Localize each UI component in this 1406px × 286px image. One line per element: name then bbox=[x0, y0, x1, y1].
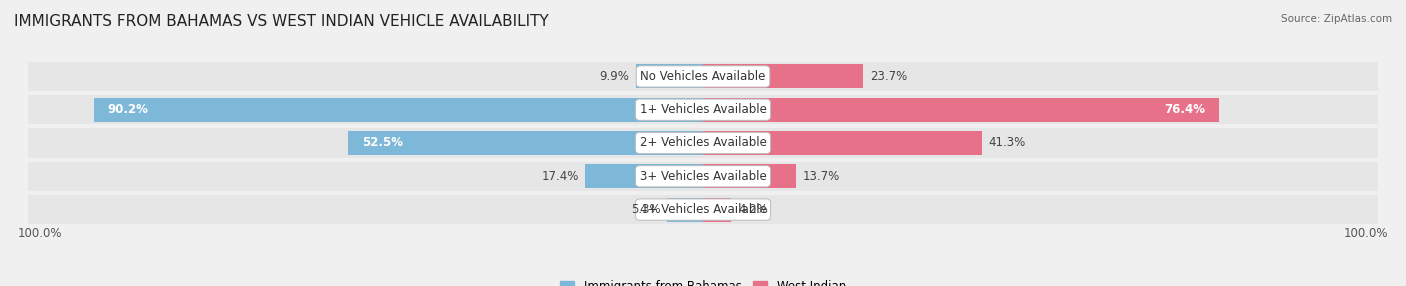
Text: 13.7%: 13.7% bbox=[803, 170, 839, 183]
Text: 1+ Vehicles Available: 1+ Vehicles Available bbox=[640, 103, 766, 116]
Bar bbox=[703, 195, 1378, 224]
Bar bbox=[349, 131, 703, 155]
Bar bbox=[703, 162, 1378, 191]
Text: 100.0%: 100.0% bbox=[1344, 227, 1389, 240]
Bar bbox=[28, 62, 703, 91]
Bar bbox=[703, 62, 1378, 91]
Text: 3+ Vehicles Available: 3+ Vehicles Available bbox=[640, 170, 766, 183]
Bar bbox=[668, 198, 703, 222]
Text: 4.2%: 4.2% bbox=[738, 203, 768, 216]
Text: 90.2%: 90.2% bbox=[107, 103, 148, 116]
Bar bbox=[703, 164, 796, 188]
Text: 2+ Vehicles Available: 2+ Vehicles Available bbox=[640, 136, 766, 150]
Text: 100.0%: 100.0% bbox=[17, 227, 62, 240]
Bar bbox=[703, 131, 981, 155]
Bar bbox=[28, 195, 703, 224]
Text: No Vehicles Available: No Vehicles Available bbox=[640, 70, 766, 83]
Bar bbox=[28, 162, 703, 191]
Text: 4+ Vehicles Available: 4+ Vehicles Available bbox=[640, 203, 766, 216]
Bar bbox=[703, 95, 1378, 124]
Bar bbox=[28, 128, 703, 158]
Bar bbox=[703, 198, 731, 222]
Text: 5.3%: 5.3% bbox=[631, 203, 661, 216]
Text: Source: ZipAtlas.com: Source: ZipAtlas.com bbox=[1281, 14, 1392, 24]
Text: 52.5%: 52.5% bbox=[361, 136, 404, 150]
Bar bbox=[703, 98, 1219, 122]
Text: 9.9%: 9.9% bbox=[599, 70, 630, 83]
Text: IMMIGRANTS FROM BAHAMAS VS WEST INDIAN VEHICLE AVAILABILITY: IMMIGRANTS FROM BAHAMAS VS WEST INDIAN V… bbox=[14, 14, 548, 29]
Bar bbox=[585, 164, 703, 188]
Bar bbox=[94, 98, 703, 122]
Bar bbox=[636, 64, 703, 88]
Text: 23.7%: 23.7% bbox=[870, 70, 907, 83]
Bar bbox=[703, 64, 863, 88]
Bar bbox=[703, 128, 1378, 158]
Text: 17.4%: 17.4% bbox=[541, 170, 579, 183]
Bar bbox=[28, 95, 703, 124]
Text: 76.4%: 76.4% bbox=[1164, 103, 1205, 116]
Legend: Immigrants from Bahamas, West Indian: Immigrants from Bahamas, West Indian bbox=[555, 276, 851, 286]
Text: 41.3%: 41.3% bbox=[988, 136, 1026, 150]
